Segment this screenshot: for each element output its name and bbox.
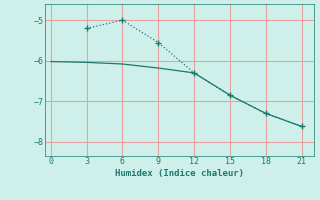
X-axis label: Humidex (Indice chaleur): Humidex (Indice chaleur) (115, 169, 244, 178)
